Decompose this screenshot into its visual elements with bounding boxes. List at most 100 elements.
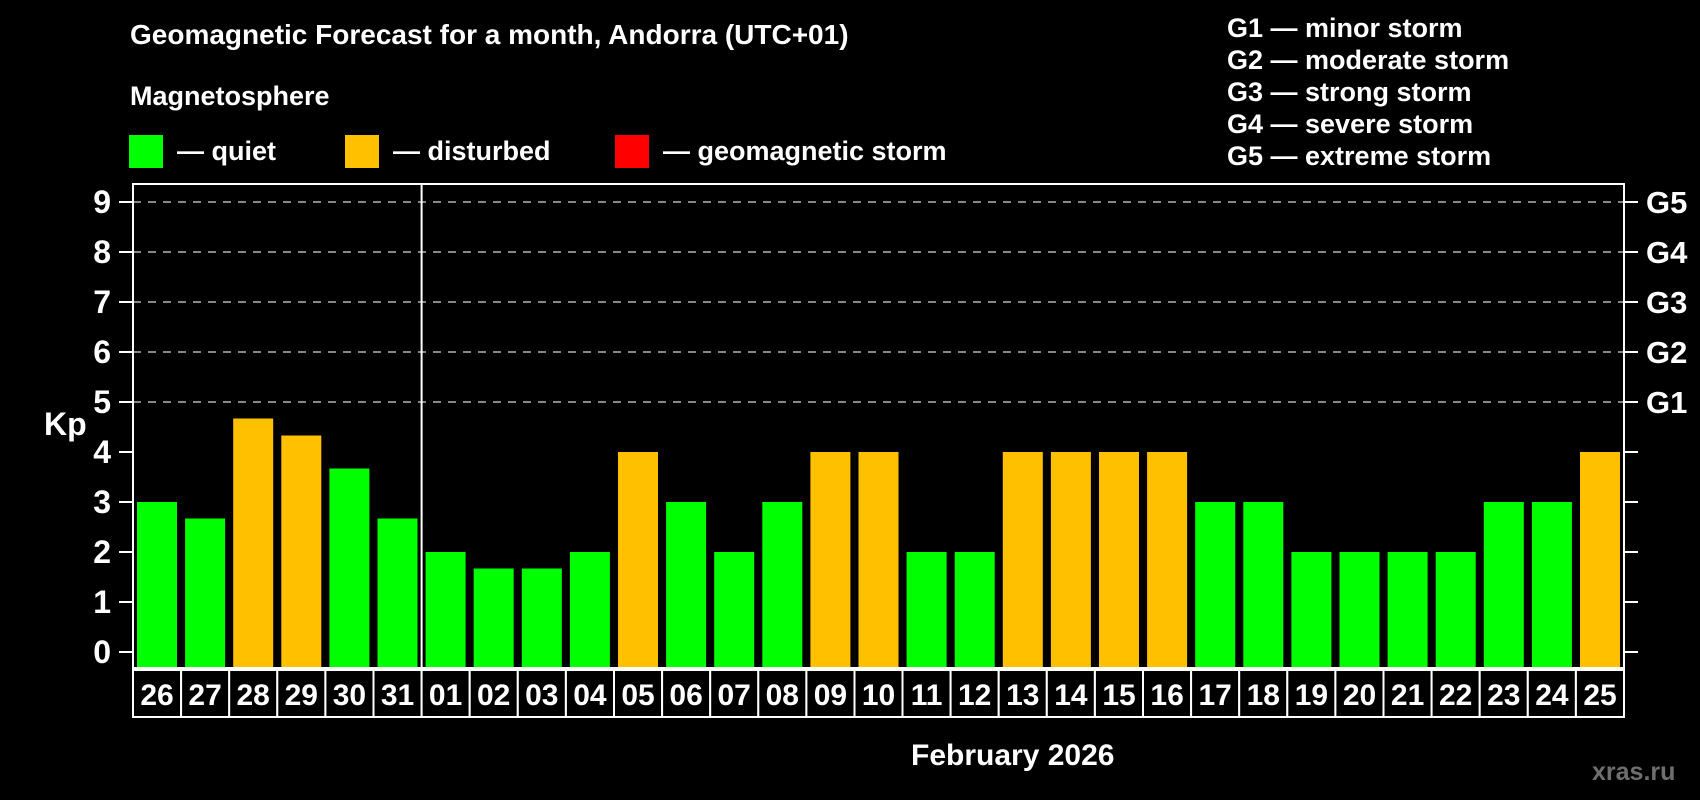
kp-bar-day-24 (1531, 502, 1572, 668)
day-label-08: 08 (766, 679, 799, 712)
kp-bar-day-25 (1580, 452, 1620, 668)
day-label-05: 05 (621, 679, 654, 712)
disturbed-color-swatch (345, 135, 379, 168)
day-label-14: 14 (1054, 679, 1088, 712)
y-tick-label-4: 4 (93, 434, 111, 470)
kp-bar-day-05 (618, 452, 658, 668)
storm-scale-g4: G4 — severe storm (1227, 109, 1474, 139)
day-label-24: 24 (1535, 679, 1569, 712)
day-cell-16 (1142, 669, 1193, 718)
legend-item-quiet: — quiet (129, 135, 276, 168)
day-label-18: 18 (1247, 679, 1280, 712)
right-axis-label-G1: G1 (1646, 385, 1687, 420)
day-cell-21 (1382, 669, 1433, 718)
storm-color-swatch (615, 135, 649, 168)
quiet-label: — quiet (177, 136, 276, 166)
day-cell-28 (228, 669, 279, 718)
legend-item-storm: — geomagnetic storm (615, 135, 947, 168)
kp-bar-day-31 (377, 518, 418, 668)
kp-bar-day-28 (233, 418, 274, 668)
day-label-15: 15 (1102, 679, 1135, 712)
kp-bar-day-19 (1291, 552, 1332, 668)
day-label-10: 10 (862, 679, 895, 712)
y-tick-label-3: 3 (93, 484, 111, 520)
right-axis-label-G2: G2 (1646, 335, 1687, 370)
y-tick-label-1: 1 (93, 584, 111, 620)
kp-bar-day-26 (137, 502, 177, 668)
magnetosphere-label: Magnetosphere (130, 81, 330, 111)
y-tick-label-9: 9 (93, 184, 111, 220)
kp-bar-day-02 (473, 568, 514, 668)
day-cell-08 (757, 669, 808, 718)
right-axis-label-G5: G5 (1646, 185, 1687, 220)
day-label-16: 16 (1150, 679, 1183, 712)
kp-bar-day-12 (954, 552, 995, 668)
day-cell-29 (276, 669, 327, 718)
day-label-27: 27 (188, 679, 221, 712)
kp-bar-day-18 (1243, 502, 1284, 668)
day-cell-14 (1045, 669, 1096, 718)
day-label-12: 12 (958, 679, 991, 712)
day-cell-19 (1286, 669, 1337, 718)
day-cell-27 (180, 669, 231, 718)
day-label-01: 01 (429, 679, 462, 712)
day-label-31: 31 (381, 679, 414, 712)
day-label-19: 19 (1295, 679, 1328, 712)
y-tick-label-6: 6 (93, 334, 111, 370)
day-label-25: 25 (1583, 679, 1616, 712)
right-axis-label-G3: G3 (1646, 285, 1687, 320)
y-tick-label-2: 2 (93, 534, 111, 570)
y-tick-label-7: 7 (93, 284, 111, 320)
day-label-30: 30 (333, 679, 366, 712)
day-label-28: 28 (237, 679, 270, 712)
day-label-22: 22 (1439, 679, 1472, 712)
day-cell-22 (1430, 669, 1481, 718)
y-tick-label-0: 0 (93, 634, 111, 670)
day-label-21: 21 (1391, 679, 1424, 712)
day-label-20: 20 (1343, 679, 1376, 712)
kp-bar-day-16 (1147, 452, 1188, 668)
day-label-09: 09 (814, 679, 847, 712)
plot-border (132, 183, 1625, 669)
storm-scale-g1: G1 — minor storm (1227, 13, 1463, 43)
disturbed-label: — disturbed (393, 136, 551, 166)
day-label-06: 06 (669, 679, 702, 712)
kp-bar-day-20 (1339, 552, 1380, 668)
chart-title: Geomagnetic Forecast for a month, Andorr… (130, 19, 849, 50)
kp-bar-day-22 (1435, 552, 1476, 668)
day-cell-07 (709, 669, 760, 718)
kp-bar-day-27 (185, 518, 226, 668)
day-cell-10 (853, 669, 904, 718)
watermark: xras.ru (1592, 758, 1676, 786)
kp-bar-day-15 (1099, 452, 1139, 668)
storm-scale-g5: G5 — extreme storm (1227, 141, 1492, 171)
storm-scale-g3: G3 — strong storm (1227, 77, 1472, 107)
storm-scale-g2: G2 — moderate storm (1227, 45, 1510, 75)
day-cell-30 (324, 669, 375, 718)
day-cell-11 (901, 669, 952, 718)
day-label-03: 03 (525, 679, 558, 712)
day-cell-18 (1238, 669, 1289, 718)
day-cell-04 (564, 669, 616, 718)
day-cell-06 (661, 669, 712, 718)
day-cell-03 (516, 669, 567, 718)
day-cell-26 (132, 669, 183, 718)
day-cell-01 (420, 669, 471, 718)
month-label: February 2026 (911, 739, 1115, 772)
day-label-17: 17 (1199, 679, 1232, 712)
day-cell-25 (1574, 669, 1626, 718)
y-tick-label-8: 8 (93, 234, 111, 270)
quiet-color-swatch (129, 135, 163, 168)
kp-bar-day-11 (906, 552, 947, 668)
day-cell-12 (949, 669, 1000, 718)
kp-bar-day-06 (666, 502, 707, 668)
kp-bar-day-17 (1195, 502, 1236, 668)
day-cell-24 (1526, 669, 1577, 718)
kp-bar-day-30 (329, 468, 370, 668)
day-label-11: 11 (911, 679, 943, 712)
day-label-07: 07 (718, 679, 751, 712)
y-axis-title: Kp (44, 406, 87, 442)
kp-bar-day-07 (714, 552, 755, 668)
day-label-23: 23 (1487, 679, 1520, 712)
